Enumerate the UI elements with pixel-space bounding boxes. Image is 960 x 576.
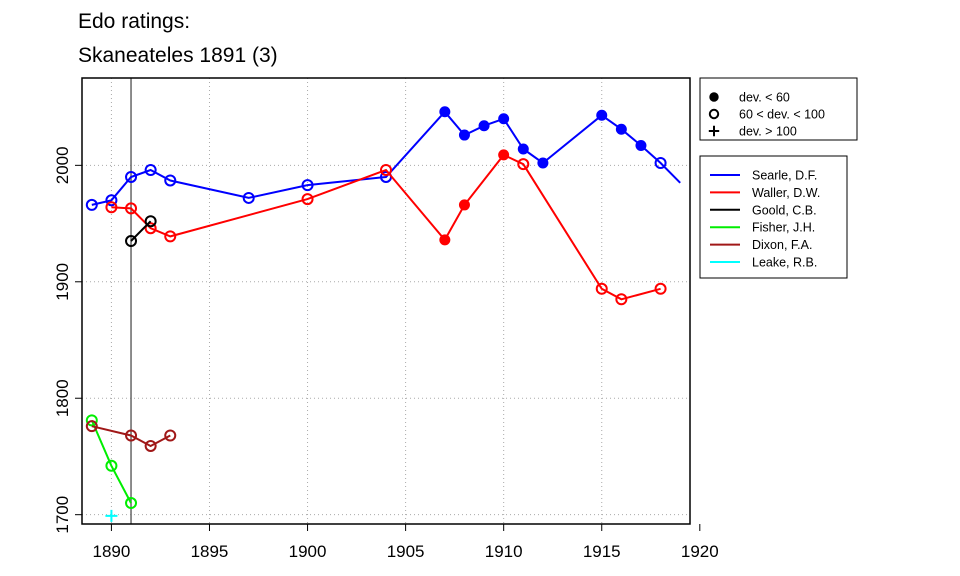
- x-tick-label: 1900: [289, 542, 327, 561]
- x-tick-label: 1920: [681, 542, 719, 561]
- point-filled: [498, 113, 510, 125]
- axes: 1890 1895 1900 1905 1910 1915 1920 1700 1800 1900…: [53, 146, 719, 561]
- point-open: [164, 230, 177, 243]
- point-open: [517, 158, 530, 171]
- point-filled: [635, 140, 647, 152]
- point-open: [615, 293, 628, 306]
- point-open: [125, 202, 138, 215]
- marker-legend-label: dev. > 100: [739, 125, 797, 139]
- point-open: [125, 429, 138, 442]
- series-dixon-f-a: [85, 420, 177, 452]
- legend-label: Goold, C.B.: [752, 203, 817, 217]
- point-filled: [458, 199, 470, 211]
- series-searle-d-f: [85, 106, 681, 211]
- legend-item-leake-r-b: Leake, R.B.: [710, 256, 817, 270]
- x-tick-label: 1910: [485, 542, 523, 561]
- point-plus: [708, 125, 720, 137]
- point-open: [380, 163, 392, 176]
- legends: dev. < 60 60 < dev. < 100 dev. > 100 Searle…: [699, 77, 858, 279]
- point-open: [85, 198, 98, 211]
- legend-item-fisher-j-h: Fisher, J.H.: [710, 221, 815, 235]
- point-open: [144, 215, 157, 228]
- series-line: [91, 110, 681, 206]
- series-waller-d-w: [105, 149, 667, 306]
- point-filled: [439, 106, 451, 118]
- point-filled: [478, 120, 490, 132]
- y-tick-label: 2000: [53, 146, 72, 184]
- point-open: [654, 157, 667, 170]
- point-filled: [517, 143, 529, 155]
- marker-legend-label: 60 < dev. < 100: [739, 108, 825, 122]
- point-open: [301, 179, 314, 192]
- series-goold-c-b: [125, 215, 157, 248]
- series-fisher-j-h: [85, 414, 138, 510]
- point-open: [85, 414, 98, 427]
- point-open: [654, 282, 667, 295]
- point-open: [242, 191, 255, 204]
- legend-label: Fisher, J.H.: [752, 221, 815, 235]
- marker-legend-box: [699, 77, 858, 141]
- point-filled: [439, 234, 451, 246]
- point-open: [125, 497, 138, 510]
- point-filled: [498, 149, 510, 161]
- marker-legend-label: dev. < 60: [739, 91, 790, 105]
- point-open: [85, 420, 98, 433]
- legend-label: Leake, R.B.: [752, 256, 817, 270]
- grid: [82, 78, 690, 524]
- series-line: [90, 420, 132, 504]
- legend-label: Searle, D.F.: [752, 169, 817, 183]
- marker-legend-item: dev. < 60: [709, 91, 790, 105]
- point-open: [144, 439, 157, 452]
- plot-frame: [81, 77, 691, 525]
- point-open: [125, 170, 138, 183]
- legend-item-dixon-f-a: Dixon, F.A.: [710, 238, 812, 252]
- point-filled: [615, 123, 627, 135]
- x-tick-label: 1905: [387, 542, 425, 561]
- legend-label: Dixon, F.A.: [752, 238, 812, 252]
- x-tick-label: 1890: [93, 542, 131, 561]
- x-tick-label: 1915: [583, 542, 621, 561]
- y-tick-label: 1700: [53, 496, 72, 534]
- marker-legend-item: dev. > 100: [708, 125, 797, 139]
- series-legend-box: [699, 155, 848, 279]
- point-open: [144, 222, 157, 235]
- point-open: [105, 194, 118, 207]
- point-plus: [105, 509, 118, 522]
- point-open: [125, 235, 138, 248]
- point-filled: [458, 129, 470, 141]
- point-open: [144, 163, 157, 176]
- marker-legend-item: 60 < dev. < 100: [708, 108, 825, 122]
- point-open: [301, 193, 314, 206]
- legend-label: Waller, D.W.: [752, 186, 820, 200]
- y-tick-label: 1800: [53, 379, 72, 417]
- point-open: [105, 459, 118, 472]
- point-filled: [709, 92, 719, 102]
- point-filled: [537, 157, 549, 169]
- point-open: [595, 282, 608, 295]
- x-tick-label: 1895: [191, 542, 229, 561]
- chart-title: Edo ratings:: [78, 10, 190, 33]
- legend-item-waller-d-w: Waller, D.W.: [710, 186, 820, 200]
- legend-item-searle-d-f: Searle, D.F.: [710, 169, 817, 183]
- chart-subtitle: Skaneateles 1891 (3): [78, 44, 278, 67]
- series-leake-r-b: [105, 509, 118, 522]
- legend-item-goold-c-b: Goold, C.B.: [710, 203, 817, 217]
- point-open: [708, 108, 720, 120]
- series-layer: [85, 106, 681, 522]
- series-line: [91, 425, 171, 448]
- point-open: [105, 201, 118, 214]
- point-open: [164, 429, 177, 442]
- point-filled: [596, 109, 608, 121]
- point-open: [164, 174, 177, 187]
- y-tick-label: 1900: [53, 263, 72, 301]
